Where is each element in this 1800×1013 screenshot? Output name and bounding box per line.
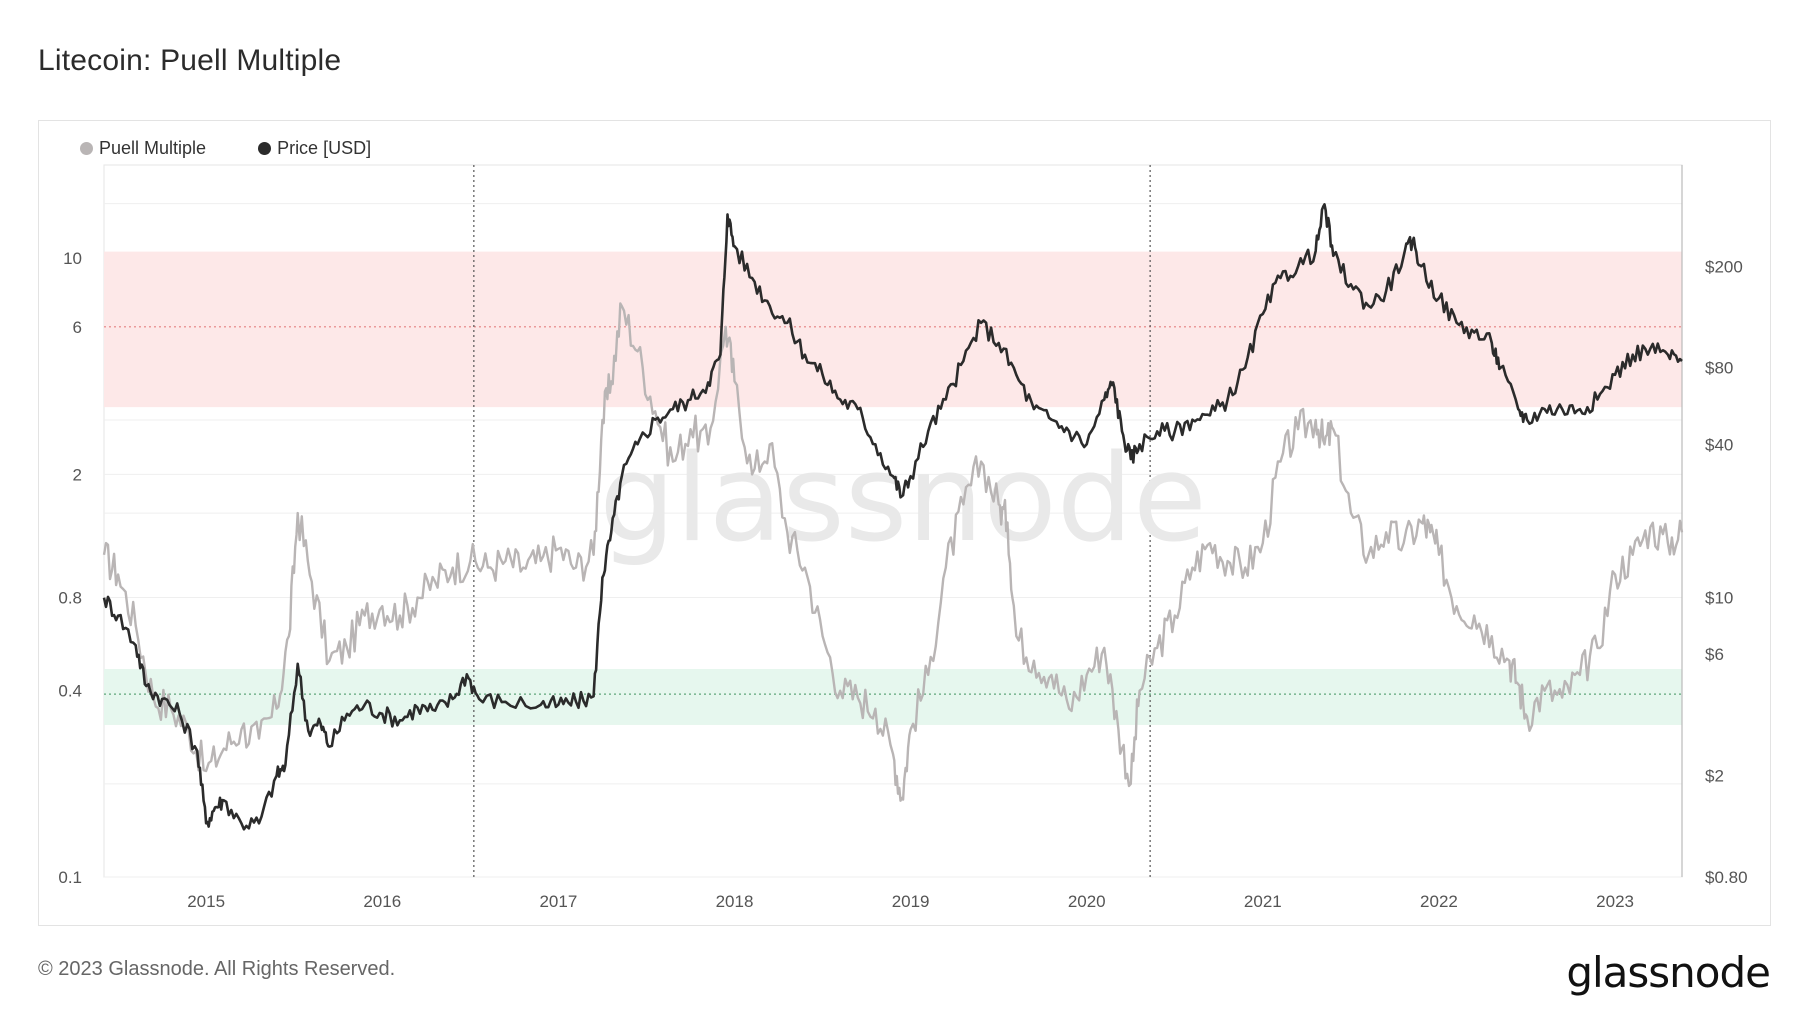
watermark: glassnode bbox=[599, 430, 1207, 569]
x-axis-tick: 2015 bbox=[187, 892, 225, 911]
right-axis-tick: $0.80 bbox=[1705, 868, 1748, 887]
glassnode-logo: glassnode bbox=[1566, 948, 1771, 997]
right-axis-tick: $200 bbox=[1705, 257, 1743, 276]
left-axis-tick: 0.4 bbox=[58, 682, 82, 701]
left-axis-tick: 6 bbox=[73, 318, 82, 337]
copyright: © 2023 Glassnode. All Rights Reserved. bbox=[38, 958, 396, 980]
puell-multiple-chart: glassnode 0.1 0.4 0.8 2 6 10 $0.80 $2 $6 $10 $40 $80… bbox=[58, 164, 1748, 911]
chart-frame bbox=[38, 120, 1771, 926]
left-axis-tick: 0.8 bbox=[58, 589, 82, 608]
x-axis-tick: 2022 bbox=[1420, 892, 1458, 911]
left-axis-tick: 0.1 bbox=[58, 868, 82, 887]
right-axis-tick: $6 bbox=[1705, 645, 1724, 664]
left-axis-tick: 10 bbox=[63, 249, 82, 268]
x-axis-tick: 2018 bbox=[716, 892, 754, 911]
right-axis-tick: $2 bbox=[1705, 767, 1724, 786]
x-axis-tick: 2019 bbox=[892, 892, 930, 911]
x-axis-tick: 2017 bbox=[539, 892, 577, 911]
legend-item-price[interactable]: Price [USD] bbox=[258, 138, 371, 159]
puell-multiple-line bbox=[102, 302, 1684, 802]
x-axis-tick: 2020 bbox=[1068, 892, 1106, 911]
legend-label-price: Price [USD] bbox=[277, 138, 372, 158]
legend-item-puell[interactable]: Puell Multiple bbox=[80, 138, 206, 159]
right-axis-tick: $10 bbox=[1705, 589, 1733, 608]
threshold-band bbox=[104, 669, 1682, 725]
legend: Puell Multiple Price [USD] bbox=[80, 138, 371, 159]
legend-dot-puell bbox=[80, 142, 93, 155]
right-axis-tick: $40 bbox=[1705, 435, 1733, 454]
x-axis-tick: 2021 bbox=[1244, 892, 1282, 911]
x-axis-tick: 2023 bbox=[1596, 892, 1634, 911]
legend-label-puell: Puell Multiple bbox=[99, 138, 207, 158]
x-axis-tick: 2016 bbox=[363, 892, 401, 911]
right-axis-tick: $80 bbox=[1705, 359, 1733, 378]
left-axis-tick: 2 bbox=[73, 465, 82, 484]
price-line bbox=[102, 203, 1683, 831]
legend-dot-price bbox=[258, 142, 272, 155]
chart-title: Litecoin: Puell Multiple bbox=[38, 44, 342, 77]
threshold-band bbox=[104, 251, 1682, 408]
